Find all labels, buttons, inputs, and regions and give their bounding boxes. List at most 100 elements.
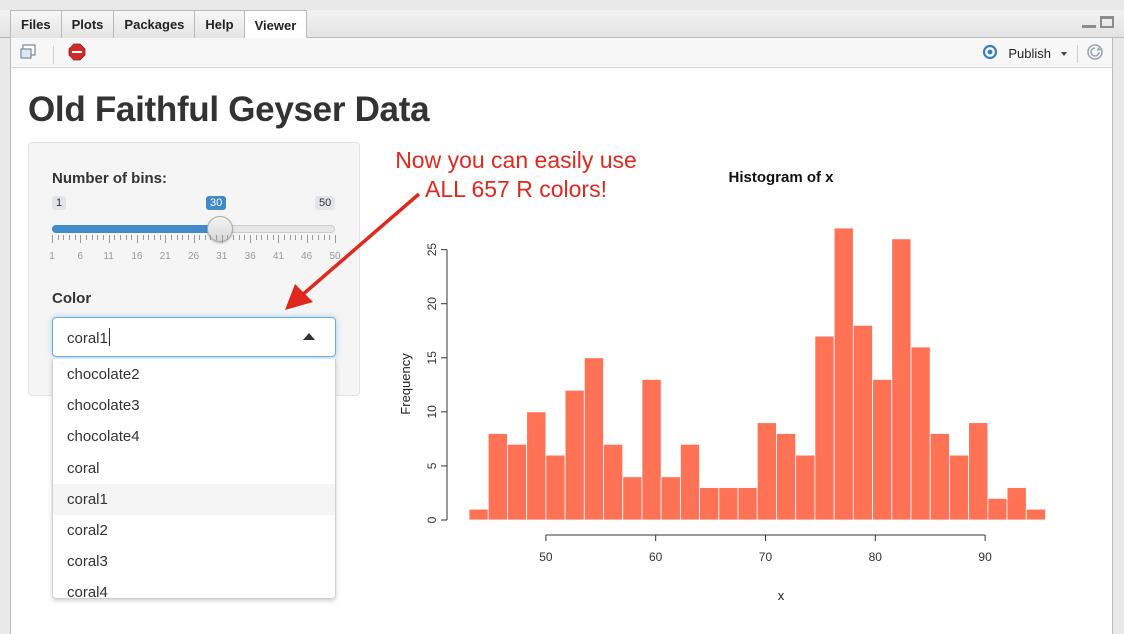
chevron-down-icon[interactable] bbox=[1059, 46, 1069, 61]
annotation-arrow-icon bbox=[285, 192, 421, 310]
color-option[interactable]: coral3 bbox=[67, 553, 108, 571]
show-in-window-icon[interactable] bbox=[19, 43, 39, 66]
histogram-bar bbox=[814, 335, 835, 521]
histogram-bar bbox=[910, 346, 931, 521]
slider-tick-minor bbox=[312, 235, 314, 240]
histogram-bar bbox=[583, 357, 604, 521]
tab-files[interactable]: Files bbox=[10, 10, 62, 38]
slider-tick-major bbox=[221, 235, 223, 243]
tab-help[interactable]: Help bbox=[194, 10, 245, 38]
histogram-bar bbox=[507, 443, 528, 521]
x-tick-label: 60 bbox=[649, 550, 663, 564]
slider-tick-minor bbox=[170, 235, 172, 240]
slider-tick-minor bbox=[323, 235, 325, 240]
color-option[interactable]: coral1 bbox=[53, 483, 335, 515]
tab-viewer[interactable]: Viewer bbox=[243, 10, 308, 39]
text-cursor bbox=[108, 328, 110, 346]
slider-tick-minor bbox=[227, 235, 229, 240]
histogram-bar bbox=[891, 238, 912, 521]
histogram-bar bbox=[872, 379, 893, 521]
color-select-value[interactable]: coral1 bbox=[67, 330, 108, 347]
slider-tick-major bbox=[52, 235, 53, 243]
y-tick-label: 25 bbox=[425, 243, 439, 257]
slider-tick-minor bbox=[74, 235, 76, 240]
slider-value-label: 30 bbox=[206, 196, 227, 210]
bins-slider-ticks bbox=[52, 235, 336, 243]
slider-tick-minor bbox=[102, 235, 104, 240]
chart-title: Histogram of x bbox=[728, 169, 834, 186]
maximize-icon[interactable] bbox=[1100, 16, 1114, 28]
color-select[interactable]: coral1 bbox=[52, 317, 336, 357]
slider-min-label: 1 bbox=[52, 196, 67, 210]
color-option[interactable]: coral2 bbox=[67, 521, 108, 539]
histogram-bar bbox=[833, 227, 854, 521]
histogram-bar bbox=[968, 422, 989, 521]
slider-tick-major bbox=[335, 235, 336, 243]
histogram-chart: 0 5 10 15 20 25 50 60 70 80 90 Histogram of x x Frequ… bbox=[398, 169, 1046, 603]
x-axis-label: x bbox=[778, 588, 785, 603]
slider-tick-minor bbox=[182, 235, 184, 240]
slider-tick-major bbox=[278, 235, 280, 243]
stop-icon[interactable] bbox=[68, 43, 86, 66]
x-tick-label: 90 bbox=[978, 550, 992, 564]
y-tick-label: 0 bbox=[425, 516, 439, 523]
histogram-bar bbox=[487, 433, 508, 521]
annotation-text: Now you can easily use ALL 657 R colors! bbox=[376, 146, 656, 204]
slider-tick-minor bbox=[210, 235, 212, 240]
slider-tick-minor bbox=[57, 235, 59, 240]
histogram-bar bbox=[737, 487, 758, 521]
y-tick-label: 15 bbox=[425, 351, 439, 365]
slider-tick-minor bbox=[131, 235, 133, 240]
slider-tick-minor bbox=[142, 235, 144, 240]
color-label: Color bbox=[52, 290, 92, 307]
color-option[interactable]: chocolate2 bbox=[67, 366, 140, 383]
slider-tick-label: 26 bbox=[187, 251, 200, 262]
slider-tick-label: 31 bbox=[216, 251, 228, 262]
slider-tick-minor bbox=[91, 235, 93, 240]
slider-tick-label: 6 bbox=[77, 251, 84, 262]
histogram-bar bbox=[699, 487, 720, 521]
pane-tabs: Files Plots Packages Help Viewer bbox=[10, 10, 308, 39]
color-option[interactable]: chocolate4 bbox=[67, 428, 140, 446]
slider-max-label: 50 bbox=[315, 196, 336, 210]
histogram-bar bbox=[603, 443, 624, 521]
slider-tick-minor bbox=[68, 235, 70, 240]
minimize-icon[interactable] bbox=[1082, 16, 1096, 28]
refresh-icon[interactable] bbox=[1086, 43, 1104, 64]
slider-tick-major bbox=[80, 235, 82, 243]
histogram-bar bbox=[679, 443, 701, 521]
slider-tick-minor bbox=[176, 235, 178, 240]
histogram-bar bbox=[852, 324, 873, 521]
chevron-up-icon[interactable] bbox=[303, 333, 315, 340]
slider-tick-major bbox=[136, 235, 138, 243]
histogram-bar bbox=[987, 497, 1008, 521]
tab-plots[interactable]: Plots bbox=[60, 10, 115, 38]
publish-icon[interactable] bbox=[980, 44, 1000, 63]
slider-tick-minor bbox=[159, 235, 161, 240]
bins-slider-fill bbox=[52, 225, 220, 233]
annotation-line-1: Now you can easily use bbox=[395, 147, 637, 173]
slider-tick-label: 21 bbox=[159, 251, 171, 262]
color-option[interactable]: coral bbox=[67, 459, 100, 477]
color-dropdown: chocolate2 chocolate3 chocolate4 coral coral… bbox=[52, 359, 336, 599]
slider-tick-minor bbox=[153, 235, 155, 240]
color-option[interactable]: coral4 bbox=[67, 584, 108, 599]
slider-tick-minor bbox=[295, 235, 297, 240]
toolbar-left bbox=[19, 43, 86, 66]
slider-tick-major bbox=[250, 235, 252, 243]
slider-tick-minor bbox=[301, 235, 303, 240]
slider-tick-label: 36 bbox=[244, 251, 256, 262]
slider-tick-minor bbox=[329, 235, 331, 240]
histogram-bar bbox=[1025, 508, 1046, 521]
toolbar-separator bbox=[53, 45, 54, 64]
slider-tick-major bbox=[108, 235, 110, 243]
tab-packages[interactable]: Packages bbox=[113, 10, 196, 38]
histogram-bar bbox=[468, 508, 489, 521]
slider-tick-minor bbox=[238, 235, 240, 240]
publish-button[interactable]: Publish bbox=[1008, 46, 1051, 61]
pane-tabstrip: Files Plots Packages Help Viewer bbox=[0, 10, 1124, 39]
color-option[interactable]: chocolate3 bbox=[67, 397, 140, 415]
slider-tick-label: 50 bbox=[329, 251, 341, 262]
slider-tick-minor bbox=[97, 235, 99, 240]
